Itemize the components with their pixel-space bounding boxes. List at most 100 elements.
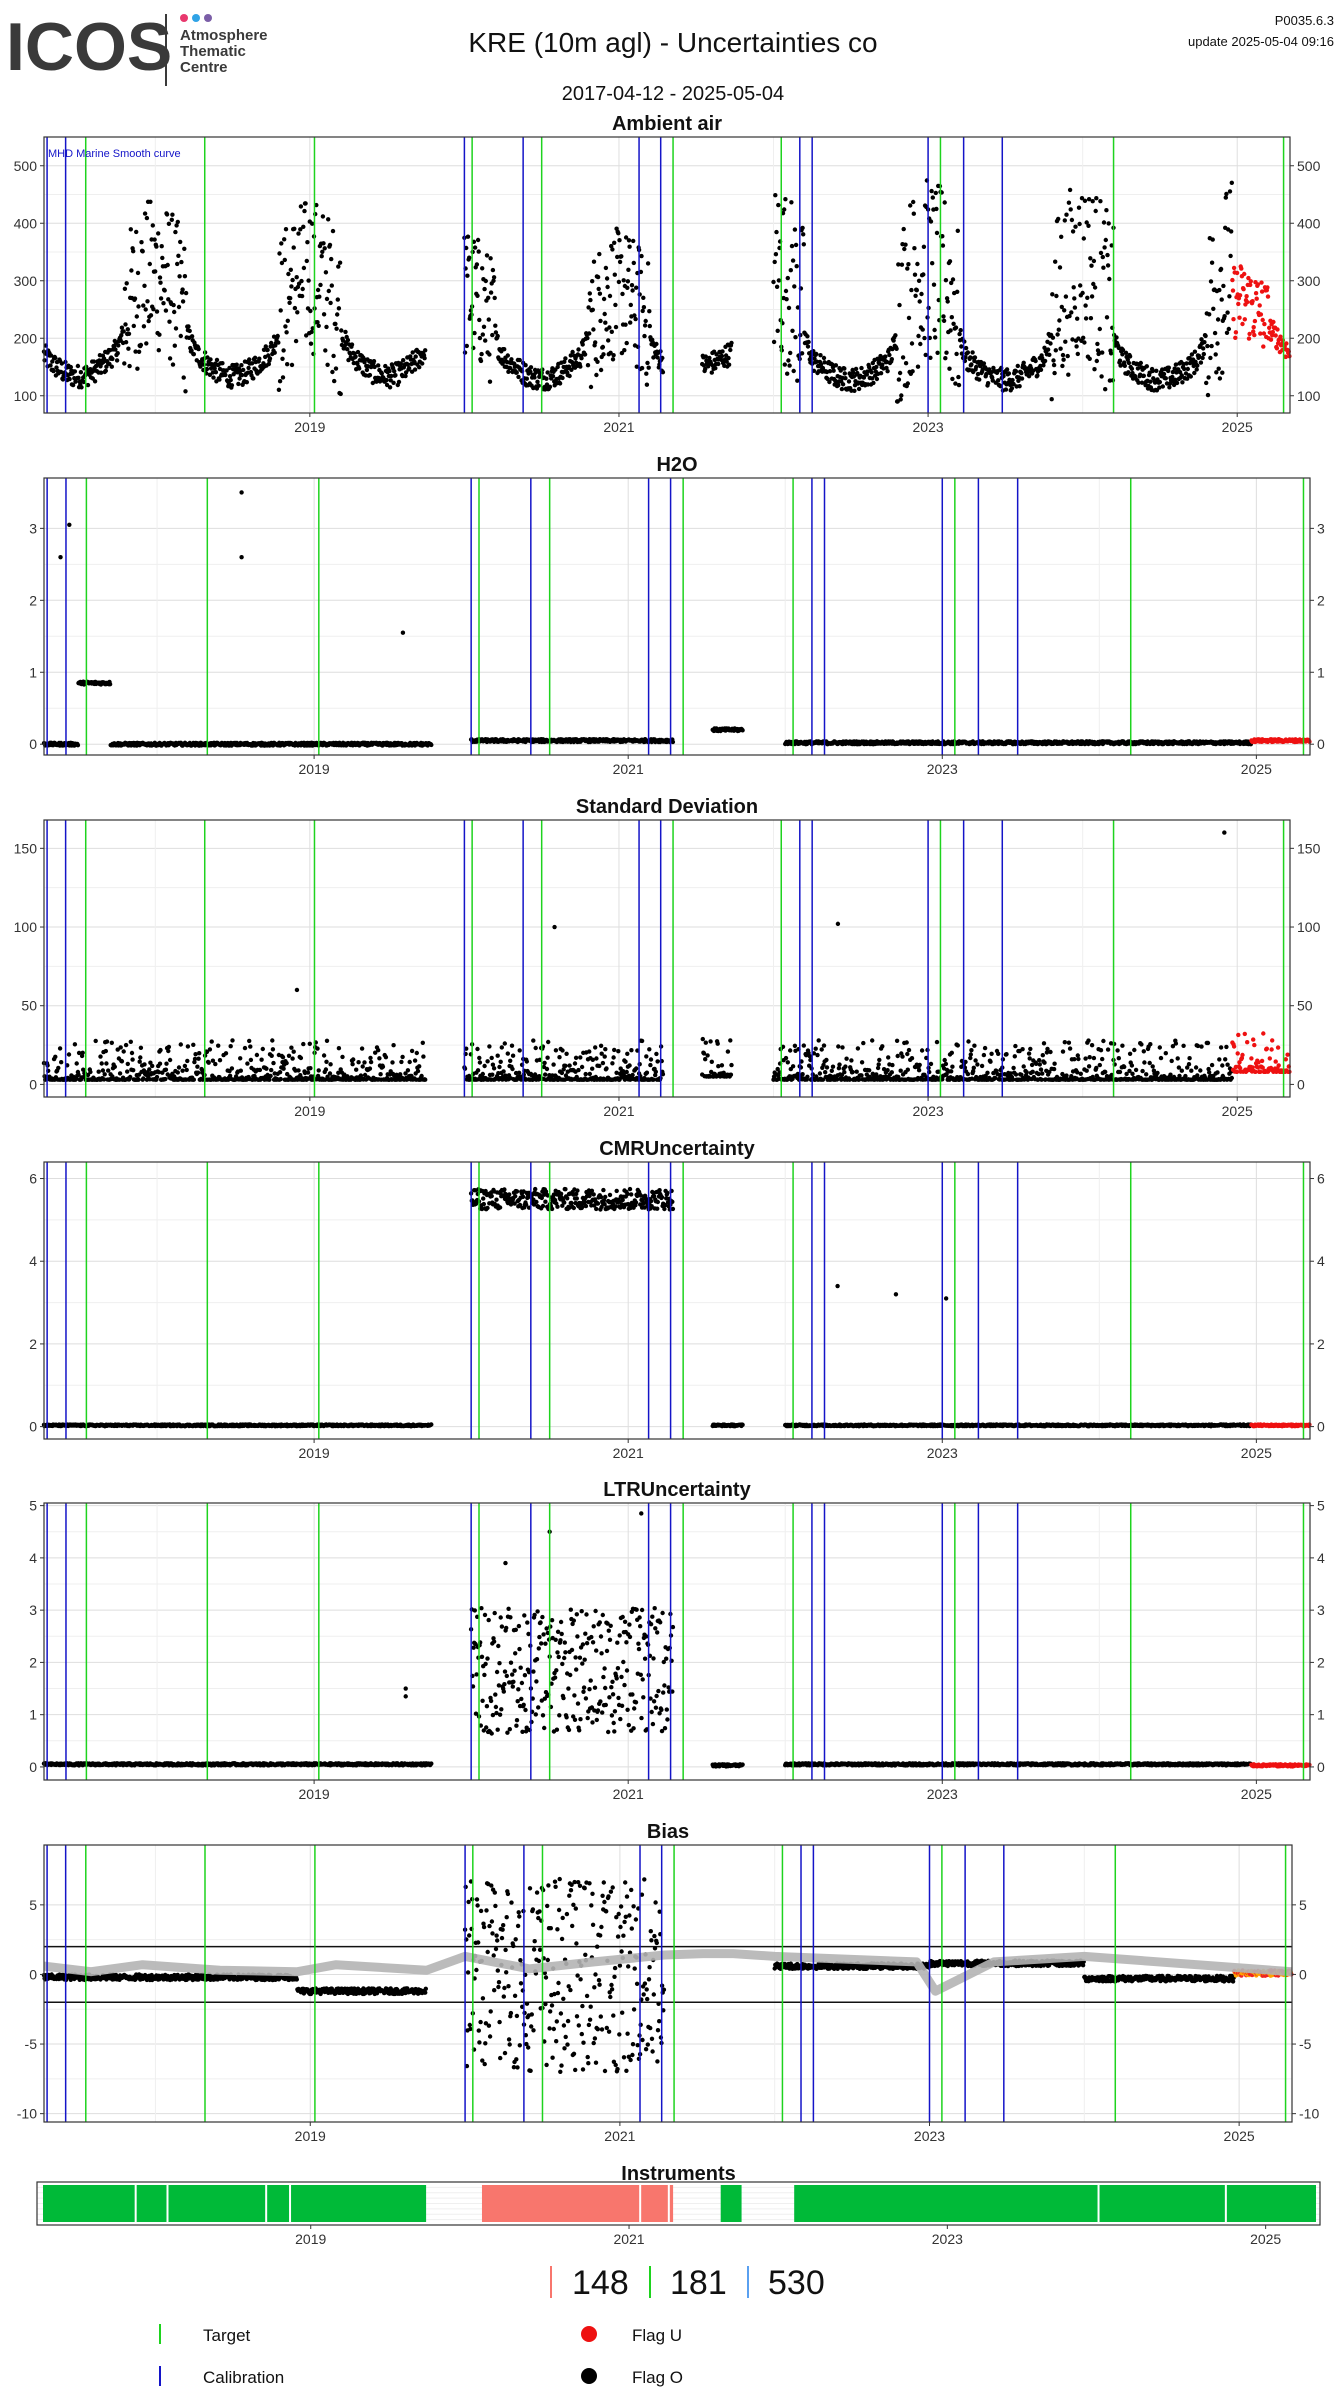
data-point	[282, 257, 287, 263]
data-point	[377, 1056, 382, 1061]
data-point	[388, 378, 393, 383]
data-point	[805, 344, 811, 349]
data-point	[283, 227, 289, 232]
data-point	[1233, 335, 1238, 340]
data-point	[57, 1046, 63, 1051]
data-point	[1106, 221, 1111, 226]
x-tick-label: 2023	[927, 761, 958, 777]
data-point	[110, 356, 115, 362]
data-point	[602, 311, 607, 317]
data-point	[514, 370, 519, 375]
data-point	[103, 368, 109, 373]
data-point	[623, 322, 628, 327]
data-point	[616, 279, 622, 285]
data-point	[252, 355, 258, 360]
data-point	[597, 291, 603, 296]
logo-dot-2	[192, 14, 200, 22]
data-point	[563, 356, 568, 361]
data-point	[354, 1067, 359, 1072]
data-point	[174, 223, 179, 228]
data-point	[153, 269, 158, 274]
data-point	[474, 262, 480, 267]
data-point	[350, 1062, 355, 1067]
data-point	[1057, 265, 1063, 270]
data-point	[485, 1059, 490, 1064]
data-point	[902, 246, 907, 252]
data-point	[628, 320, 633, 325]
data-point	[740, 728, 745, 733]
data-point	[315, 287, 321, 293]
data-point	[328, 1062, 333, 1067]
data-point	[703, 366, 708, 372]
data-point	[401, 358, 406, 363]
data-point	[644, 382, 650, 387]
data-point	[714, 352, 719, 357]
data-point	[1185, 366, 1191, 372]
data-point	[954, 351, 959, 357]
data-point	[545, 370, 550, 375]
data-point	[703, 1057, 708, 1062]
data-point	[1009, 386, 1015, 391]
data-point	[359, 1046, 365, 1051]
data-point	[726, 362, 732, 367]
data-point	[265, 347, 270, 353]
data-point	[585, 335, 590, 341]
data-point	[773, 252, 779, 257]
data-point	[1251, 325, 1256, 330]
data-point	[550, 374, 556, 379]
data-point	[1122, 363, 1128, 368]
data-point	[1102, 245, 1107, 250]
data-point	[80, 1050, 85, 1056]
data-point	[156, 348, 161, 353]
data-point	[220, 361, 225, 366]
data-point	[360, 1064, 365, 1069]
data-point	[911, 211, 916, 216]
data-point	[509, 357, 514, 362]
data-point	[326, 288, 331, 294]
data-point	[1208, 279, 1214, 284]
data-point	[705, 1053, 710, 1058]
data-point	[124, 281, 129, 286]
data-point	[709, 1059, 714, 1065]
x-tick-label: 2025	[1241, 761, 1272, 777]
data-point	[490, 267, 496, 273]
data-point	[475, 237, 481, 243]
data-point	[263, 344, 268, 349]
data-point	[176, 253, 181, 258]
data-point	[299, 293, 305, 299]
data-point	[510, 1053, 516, 1058]
data-point	[1094, 358, 1100, 364]
data-point	[628, 302, 633, 308]
data-point	[337, 260, 343, 265]
data-point	[181, 375, 186, 380]
data-point	[152, 237, 157, 242]
data-point	[353, 354, 358, 359]
data-point	[1114, 335, 1119, 340]
data-point	[254, 1052, 260, 1058]
data-point	[483, 278, 488, 284]
data-point	[364, 367, 370, 373]
data-point	[653, 1069, 658, 1075]
data-point	[903, 361, 909, 366]
data-point	[1069, 310, 1074, 315]
data-point	[323, 348, 328, 353]
data-point	[896, 377, 902, 382]
data-point	[602, 1054, 607, 1059]
data-point	[176, 304, 182, 310]
data-point	[336, 264, 341, 269]
data-point	[99, 1061, 104, 1066]
data-point	[302, 208, 307, 214]
data-point	[1205, 343, 1210, 349]
data-point	[119, 325, 125, 330]
data-point	[56, 1065, 61, 1071]
data-point	[145, 299, 150, 304]
data-point	[357, 366, 362, 371]
data-point	[343, 329, 348, 335]
data-point	[113, 347, 118, 352]
data-point	[532, 375, 537, 380]
data-point	[775, 328, 780, 333]
data-point	[403, 373, 408, 379]
data-point	[482, 286, 487, 292]
data-point	[338, 391, 343, 397]
data-point	[154, 309, 160, 314]
